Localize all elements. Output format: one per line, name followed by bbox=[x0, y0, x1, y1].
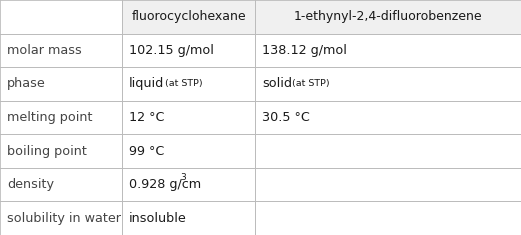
Bar bbox=[255, 34, 521, 67]
Text: 102.15 g/mol: 102.15 g/mol bbox=[129, 44, 214, 57]
Text: molar mass: molar mass bbox=[7, 44, 81, 57]
Bar bbox=[255, 201, 521, 235]
Text: solid: solid bbox=[262, 77, 292, 90]
Bar bbox=[122, 0, 255, 34]
Text: 3: 3 bbox=[180, 173, 186, 182]
Bar bbox=[122, 201, 255, 235]
Bar bbox=[0, 201, 122, 235]
Bar bbox=[0, 67, 122, 101]
Text: liquid: liquid bbox=[129, 77, 165, 90]
Bar bbox=[255, 101, 521, 134]
Text: insoluble: insoluble bbox=[129, 212, 187, 225]
Text: density: density bbox=[7, 178, 54, 191]
Bar bbox=[122, 134, 255, 168]
Bar bbox=[122, 168, 255, 201]
Text: 138.12 g/mol: 138.12 g/mol bbox=[262, 44, 347, 57]
Text: phase: phase bbox=[7, 77, 45, 90]
Text: fluorocyclohexane: fluorocyclohexane bbox=[131, 10, 246, 23]
Text: melting point: melting point bbox=[7, 111, 92, 124]
Text: 99 °C: 99 °C bbox=[129, 145, 165, 158]
Text: (at STP): (at STP) bbox=[165, 79, 202, 88]
Text: 12 °C: 12 °C bbox=[129, 111, 165, 124]
Bar bbox=[122, 67, 255, 101]
Bar bbox=[255, 168, 521, 201]
Text: 30.5 °C: 30.5 °C bbox=[262, 111, 310, 124]
Text: solubility in water: solubility in water bbox=[7, 212, 121, 225]
Bar bbox=[122, 101, 255, 134]
Text: 1-ethynyl-2,4-difluorobenzene: 1-ethynyl-2,4-difluorobenzene bbox=[294, 10, 482, 23]
Bar bbox=[122, 34, 255, 67]
Bar bbox=[0, 101, 122, 134]
Bar bbox=[0, 34, 122, 67]
Bar bbox=[0, 134, 122, 168]
Text: (at STP): (at STP) bbox=[292, 79, 329, 88]
Text: 0.928 g/cm: 0.928 g/cm bbox=[129, 178, 201, 191]
Bar bbox=[255, 0, 521, 34]
Bar bbox=[255, 67, 521, 101]
Bar bbox=[0, 168, 122, 201]
Bar bbox=[255, 134, 521, 168]
Text: boiling point: boiling point bbox=[7, 145, 86, 158]
Bar bbox=[0, 0, 122, 34]
